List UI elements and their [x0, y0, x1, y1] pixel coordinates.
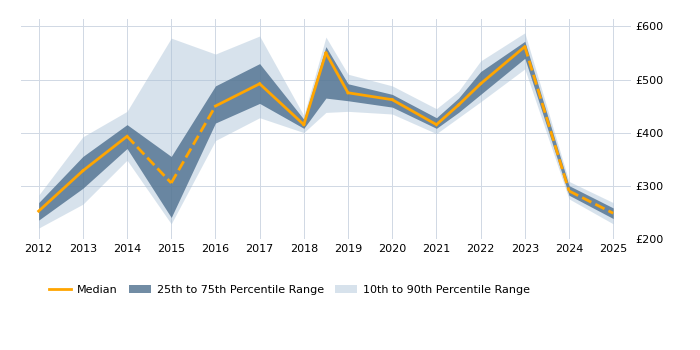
Legend: Median, 25th to 75th Percentile Range, 10th to 90th Percentile Range: Median, 25th to 75th Percentile Range, 1… [45, 280, 534, 299]
